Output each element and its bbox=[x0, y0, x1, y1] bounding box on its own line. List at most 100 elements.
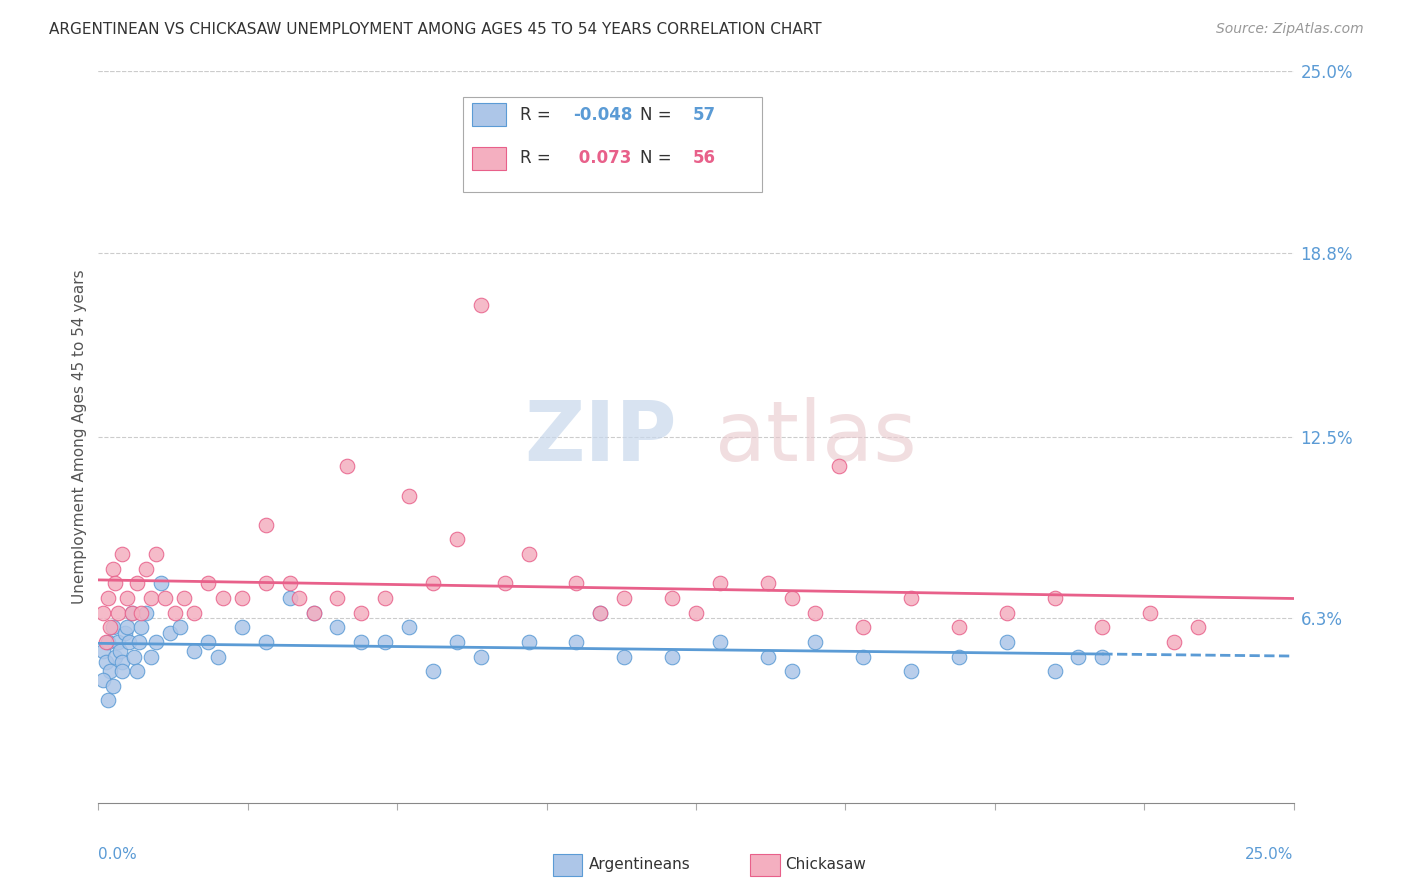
Point bbox=[685, 606, 707, 620]
Point bbox=[446, 635, 468, 649]
Point bbox=[104, 649, 127, 664]
Point bbox=[163, 606, 186, 620]
Point bbox=[565, 635, 588, 649]
FancyBboxPatch shape bbox=[553, 854, 582, 876]
Point bbox=[422, 576, 444, 591]
Text: 56: 56 bbox=[692, 149, 716, 168]
Point bbox=[589, 606, 612, 620]
Point bbox=[661, 591, 683, 605]
Point bbox=[107, 635, 129, 649]
Point bbox=[661, 649, 683, 664]
Point bbox=[139, 649, 162, 664]
Point bbox=[121, 606, 143, 620]
Point bbox=[107, 606, 129, 620]
FancyBboxPatch shape bbox=[472, 103, 506, 127]
Point bbox=[135, 606, 157, 620]
Text: Source: ZipAtlas.com: Source: ZipAtlas.com bbox=[1216, 22, 1364, 37]
Point bbox=[254, 635, 277, 649]
Point bbox=[565, 576, 588, 591]
Point bbox=[350, 606, 373, 620]
Point bbox=[828, 459, 851, 474]
Point bbox=[804, 635, 827, 649]
Point bbox=[804, 606, 827, 620]
Point bbox=[135, 562, 157, 576]
Point bbox=[398, 489, 420, 503]
FancyBboxPatch shape bbox=[472, 146, 506, 170]
Point bbox=[589, 606, 612, 620]
Point bbox=[231, 620, 253, 634]
Text: 57: 57 bbox=[692, 105, 716, 123]
Point bbox=[125, 576, 148, 591]
Text: R =: R = bbox=[520, 105, 557, 123]
Point bbox=[374, 635, 396, 649]
Point bbox=[900, 591, 922, 605]
Point bbox=[101, 562, 124, 576]
Point bbox=[91, 643, 114, 657]
Point bbox=[97, 635, 120, 649]
Point bbox=[1091, 620, 1114, 634]
Text: ARGENTINEAN VS CHICKASAW UNEMPLOYMENT AMONG AGES 45 TO 54 YEARS CORRELATION CHAR: ARGENTINEAN VS CHICKASAW UNEMPLOYMENT AM… bbox=[49, 22, 823, 37]
Point bbox=[131, 620, 153, 634]
Text: ZIP: ZIP bbox=[524, 397, 676, 477]
Point bbox=[197, 576, 219, 591]
Point bbox=[422, 664, 444, 678]
Point bbox=[948, 649, 970, 664]
Point bbox=[145, 635, 167, 649]
Point bbox=[302, 606, 325, 620]
Point bbox=[1139, 606, 1161, 620]
Point bbox=[1091, 649, 1114, 664]
Point bbox=[1043, 664, 1066, 678]
Text: N =: N = bbox=[640, 105, 676, 123]
Point bbox=[197, 635, 219, 649]
Point bbox=[173, 591, 195, 605]
Point bbox=[326, 591, 349, 605]
Point bbox=[254, 517, 277, 532]
Text: 0.0%: 0.0% bbox=[98, 847, 138, 862]
Point bbox=[1067, 649, 1090, 664]
Point bbox=[125, 664, 148, 678]
FancyBboxPatch shape bbox=[463, 97, 762, 192]
Point bbox=[780, 591, 803, 605]
Point bbox=[709, 576, 731, 591]
Point bbox=[128, 635, 150, 649]
Point bbox=[211, 591, 233, 605]
Point bbox=[91, 673, 114, 687]
Point bbox=[517, 547, 540, 561]
Point bbox=[900, 664, 922, 678]
Point bbox=[756, 576, 779, 591]
Point bbox=[254, 576, 277, 591]
Point bbox=[302, 606, 325, 620]
Point bbox=[326, 620, 349, 634]
Text: 25.0%: 25.0% bbox=[1246, 847, 1294, 862]
Text: atlas: atlas bbox=[714, 397, 917, 477]
Point bbox=[131, 606, 153, 620]
Text: N =: N = bbox=[640, 149, 676, 168]
Point bbox=[756, 649, 779, 664]
Point bbox=[149, 576, 172, 591]
Point bbox=[613, 591, 636, 605]
Point bbox=[948, 620, 970, 634]
Point bbox=[446, 533, 468, 547]
Point bbox=[145, 547, 167, 561]
Point bbox=[780, 664, 803, 678]
Point bbox=[852, 620, 875, 634]
Point bbox=[231, 591, 253, 605]
Point bbox=[995, 606, 1018, 620]
Point bbox=[517, 635, 540, 649]
Point bbox=[97, 693, 120, 707]
Point bbox=[115, 591, 138, 605]
Point bbox=[98, 620, 122, 634]
Point bbox=[97, 591, 120, 605]
Point bbox=[104, 576, 127, 591]
Point bbox=[183, 606, 205, 620]
Point bbox=[159, 626, 181, 640]
Point bbox=[115, 620, 138, 634]
Point bbox=[183, 643, 205, 657]
Point bbox=[124, 649, 146, 664]
Point bbox=[852, 649, 875, 664]
Point bbox=[111, 664, 134, 678]
Point bbox=[169, 620, 191, 634]
Point bbox=[278, 576, 301, 591]
Text: R =: R = bbox=[520, 149, 557, 168]
Point bbox=[111, 656, 134, 670]
